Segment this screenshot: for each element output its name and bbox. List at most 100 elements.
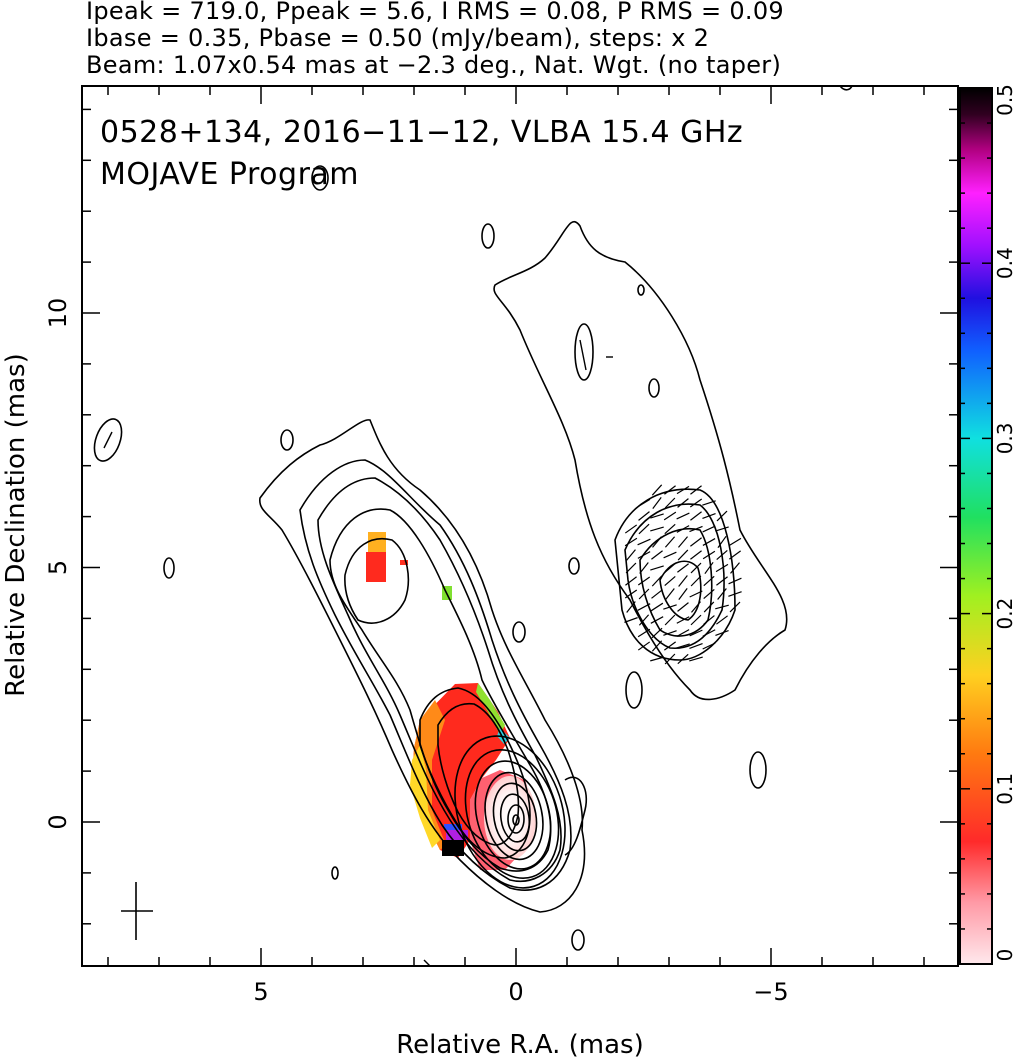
evpa-tick [676, 616, 690, 624]
contour-core-bump [564, 776, 587, 856]
evpa-tick [663, 604, 677, 610]
evpa-tick [624, 537, 638, 547]
evpa-tick [638, 588, 650, 600]
evpa-tick [703, 601, 715, 613]
evpa-tick [703, 575, 715, 587]
evpa-tick [664, 523, 676, 535]
evpa-tick [717, 588, 727, 600]
evpa-vectors [624, 484, 742, 665]
evpa-tick [664, 497, 676, 509]
evpa-tick [702, 525, 716, 533]
pol-pixel-purple [446, 830, 468, 840]
contour-core-5 [492, 782, 538, 852]
marker-tick-island [103, 431, 113, 449]
evpa-tick [716, 576, 728, 586]
plot-frame [81, 85, 959, 967]
evpa-tick [664, 575, 676, 587]
program-annotation: MOJAVE Program [100, 157, 359, 192]
evpa-tick [690, 537, 702, 547]
evpa-tick [677, 602, 689, 612]
pol-knot-red [366, 552, 386, 582]
evpa-tick [625, 562, 637, 574]
evpa-tick [717, 535, 727, 549]
evpa-tick [676, 525, 690, 533]
x-axis-label: Relative R.A. (mas) [396, 1030, 643, 1060]
evpa-tick [650, 656, 664, 662]
contour-island-13 [571, 929, 585, 951]
evpa-tick [689, 525, 703, 533]
contour-1 [259, 419, 586, 913]
evpa-tick [664, 562, 676, 574]
contour-core-6 [499, 793, 531, 843]
evpa-tick [677, 563, 689, 573]
polarization-image [366, 532, 536, 870]
evpa-tick [626, 549, 636, 561]
x-tick-label: −5 [753, 978, 788, 1006]
evpa-tick [728, 577, 742, 585]
contour-5 [344, 538, 410, 624]
contour-island-3 [648, 378, 660, 398]
evpa-tick [690, 511, 702, 521]
y-tick-label: 10 [44, 298, 72, 329]
evpa-tick [637, 641, 651, 651]
evpa-tick [730, 562, 740, 574]
contour-island-6 [163, 557, 175, 579]
contour-island-10 [625, 671, 643, 709]
marker-tick-island-2 [579, 339, 587, 371]
header-line-base: Ibase = 0.35, Pbase = 0.50 (mJy/beam), s… [86, 24, 710, 52]
evpa-tick [689, 498, 703, 508]
evpa-tick [728, 591, 742, 597]
x-tick-label: 0 [508, 978, 523, 1006]
evpa-tick [676, 512, 690, 520]
misc-markers [103, 339, 613, 966]
evpa-tick [638, 614, 650, 626]
pol-knot-red-small [400, 560, 408, 565]
colorbar-tick-label: 0.1 [993, 773, 1017, 805]
evpa-tick [624, 589, 638, 599]
evpa-tick [638, 523, 650, 535]
evpa-tick [702, 512, 716, 520]
evpa-tick [677, 498, 689, 508]
evpa-tick [664, 485, 676, 495]
evpa-tick [625, 576, 637, 586]
evpa-tick [703, 588, 715, 600]
evpa-tick [676, 643, 690, 649]
evpa-tick [716, 615, 728, 625]
colorbar-tick-labels: 0 0.1 0.2 0.3 0.4 0.5 [993, 84, 1017, 961]
evpa-tick [690, 562, 702, 574]
evpa-tick [729, 601, 741, 613]
contour-4 [329, 508, 552, 872]
contour-island-14 [311, 165, 329, 191]
evpa-tick [651, 640, 663, 652]
evpa-tick [663, 511, 677, 521]
evpa-tick [702, 629, 716, 637]
evpa-tick [637, 551, 651, 559]
evpa-tick [639, 562, 649, 574]
evpa-tick [652, 497, 662, 509]
evpa-tick [690, 550, 702, 560]
contour-island-4 [637, 284, 645, 296]
evpa-tick [728, 550, 742, 560]
colorbar-tick-label: 0.4 [993, 247, 1017, 279]
evpa-tick [637, 576, 651, 586]
contour-island-5 [280, 429, 294, 451]
evpa-tick [702, 538, 716, 546]
evpa-tick [650, 565, 664, 571]
axis-tick-labels: 5 0 −5 0 5 10 [44, 298, 789, 1006]
evpa-tick [702, 550, 716, 560]
evpa-tick [715, 526, 729, 532]
pol-region-yellow-edge [410, 745, 440, 848]
evpa-tick [703, 615, 715, 625]
evpa-tick [652, 536, 662, 548]
contour-core-8 [512, 814, 520, 826]
contour-core-2 [464, 748, 560, 880]
pol-knot-orange [368, 532, 386, 552]
header-line-beam: Beam: 1.07x0.54 mas at −2.3 deg., Nat. W… [86, 51, 782, 79]
evpa-tick [651, 550, 663, 560]
evpa-tick [650, 616, 664, 624]
evpa-tick [715, 630, 729, 636]
contour-island-11 [749, 751, 767, 789]
axis-ticks [82, 86, 958, 966]
evpa-tick [663, 551, 677, 559]
evpa-tick [651, 589, 663, 599]
